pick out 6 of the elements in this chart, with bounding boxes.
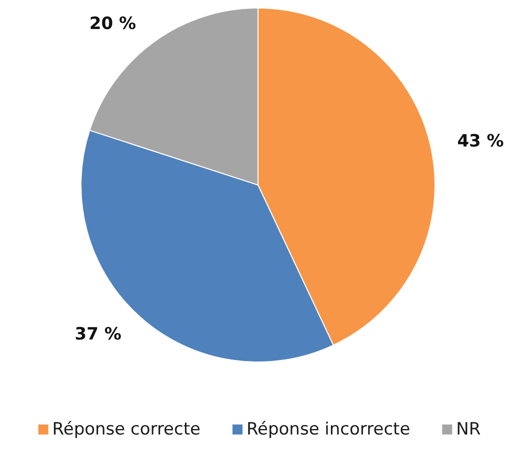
data-label: 20 % [89,14,136,34]
data-label: 37 % [74,324,122,344]
data-label: 43 % [457,132,504,152]
legend-label: NR [456,420,481,440]
legend-label: Réponse correcte [52,420,200,440]
legend-label: Réponse incorrecte [246,420,410,440]
